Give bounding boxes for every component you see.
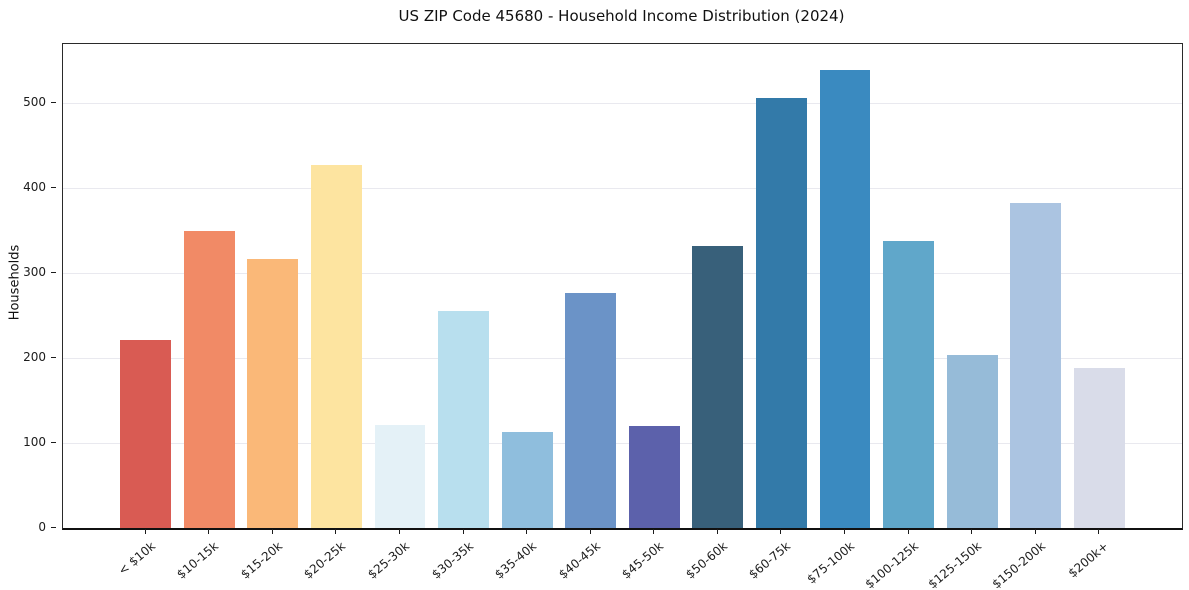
bar	[438, 310, 489, 528]
x-tick-label: $30-35k	[428, 539, 476, 582]
bar	[565, 292, 617, 528]
bar	[183, 230, 235, 528]
x-tick-label: $20-25k	[301, 539, 349, 582]
bar	[247, 258, 299, 528]
x-tick-mark	[271, 529, 273, 534]
x-tick-label: $200k+	[1065, 539, 1112, 581]
gridline	[63, 188, 1182, 190]
y-tick-label: 300	[23, 265, 46, 280]
y-tick-mark	[51, 272, 56, 274]
x-tick-mark	[589, 529, 591, 534]
x-tick-label: $100-125k	[862, 539, 921, 590]
x-tick-label: $45-50k	[619, 539, 667, 582]
x-tick-mark	[716, 529, 718, 534]
gridline	[63, 103, 1182, 105]
x-tick-label: $150-200k	[989, 539, 1048, 590]
x-tick-mark	[526, 529, 528, 534]
gridline	[63, 273, 1182, 275]
bar	[120, 340, 172, 528]
x-tick-mark	[907, 529, 909, 534]
y-tick-label: 500	[23, 95, 46, 110]
bar	[628, 426, 680, 528]
bar	[819, 69, 871, 528]
y-axis: 0 100 200 300 400 500	[0, 43, 56, 534]
bar	[501, 432, 553, 528]
x-tick-mark	[399, 529, 400, 534]
x-tick-mark	[208, 529, 210, 534]
x-tick-label: $25-30k	[365, 539, 412, 582]
x-tick-label: $125-150k	[925, 539, 985, 590]
x-tick-mark	[971, 529, 973, 534]
x-tick-mark	[335, 529, 337, 534]
y-tick-mark	[51, 187, 56, 189]
bar	[756, 98, 807, 528]
x-tick-label: $40-45k	[555, 539, 603, 582]
y-tick-mark	[51, 527, 56, 528]
x-tick-mark	[144, 529, 146, 534]
y-tick-mark	[51, 357, 56, 359]
bar	[1073, 368, 1125, 528]
x-tick-mark	[462, 529, 464, 534]
plot-area	[62, 43, 1183, 530]
x-tick-label: < $10k	[115, 539, 158, 578]
x-tick-mark	[653, 529, 655, 534]
y-tick-label: 100	[23, 435, 46, 450]
chart-title: US ZIP Code 45680 - Household Income Dis…	[398, 7, 845, 25]
y-tick-label: 200	[23, 350, 46, 365]
x-tick-label: $60-75k	[746, 539, 794, 582]
y-tick-label: 400	[23, 180, 46, 195]
x-tick-label: $50-60k	[683, 539, 730, 582]
bar	[692, 246, 744, 528]
y-tick-label: 0	[38, 520, 46, 534]
x-tick-mark	[1098, 529, 1100, 534]
gridline	[63, 358, 1182, 360]
bar	[946, 354, 998, 528]
bar	[1010, 202, 1062, 528]
bar	[374, 425, 426, 528]
y-tick-mark	[51, 102, 56, 104]
bar	[883, 241, 935, 528]
x-tick-label: $15-20k	[237, 539, 285, 582]
x-tick-mark	[1034, 529, 1036, 534]
x-tick-label: $35-40k	[492, 539, 540, 582]
x-tick-mark	[780, 529, 782, 534]
x-tick-label: $10-15k	[174, 539, 222, 582]
x-tick-mark	[844, 529, 845, 534]
gridline	[63, 443, 1182, 445]
y-tick-mark	[51, 442, 56, 444]
x-axis: < $10k $10-15k $15-20k $20-25k $25-30k $30-35…	[62, 529, 1181, 590]
bar	[311, 165, 362, 528]
x-tick-label: $75-100k	[804, 539, 857, 587]
